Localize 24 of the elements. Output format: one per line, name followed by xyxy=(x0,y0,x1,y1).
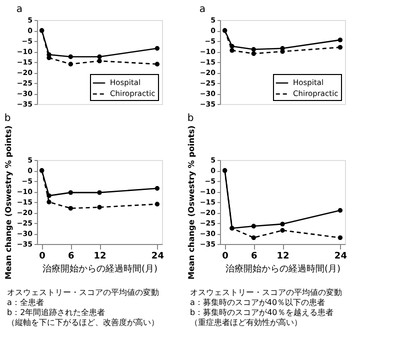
x-tick-label: 24 xyxy=(151,252,164,262)
x-tick-label: 12 xyxy=(94,252,106,262)
chart-title: b xyxy=(4,113,11,124)
x-tick-label: 24 xyxy=(334,252,347,262)
x-tick-label: 0 xyxy=(39,252,46,262)
text: オスウェストリー・スコアの平均値の変動 xyxy=(7,288,159,297)
text: オスウェストリー・スコアの平均値の変動 xyxy=(190,288,342,297)
text: a：全患者 xyxy=(7,298,44,307)
text: （縦軸を下に下がるほど、改善度が高い） xyxy=(7,318,159,327)
x-axis-title: 治療開始からの経過時間(月) xyxy=(225,264,341,274)
chart-title: b xyxy=(187,113,194,124)
y-axis-title: Mean change (Oswestry % points) xyxy=(4,125,13,280)
text: （重症患者ほど有効性が高い） xyxy=(190,318,302,327)
x-tick-label: 12 xyxy=(276,252,290,262)
chart-title: a xyxy=(199,4,206,15)
chart-title: a xyxy=(16,4,23,15)
x-tick-label: 6 xyxy=(251,252,258,262)
x-tick-label: 6 xyxy=(68,252,74,262)
text: a：募集時のスコアが40％以下の患者 xyxy=(190,298,326,307)
y-axis-title: Mean change (Oswestry % points) xyxy=(186,125,196,280)
text: b：2年間追跡された全患者 xyxy=(7,308,106,317)
x-axis-title: 治療開始からの経過時間(月) xyxy=(42,264,158,274)
text: b：募集時のスコアが40％を越える患者 xyxy=(190,308,334,317)
x-tick-label: 0 xyxy=(222,252,228,262)
